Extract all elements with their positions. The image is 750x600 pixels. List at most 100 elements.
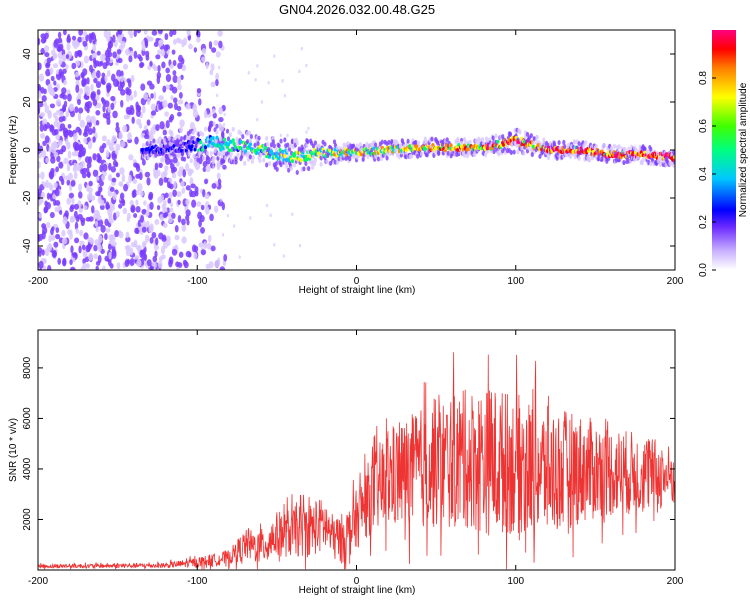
spectrogram-cell [106, 86, 110, 94]
spectrogram-cell [557, 140, 561, 146]
spectrogram-cell [88, 180, 93, 187]
spectrogram-cell [248, 142, 253, 147]
spectrogram-cell [87, 236, 93, 243]
spectrogram-cell [218, 117, 224, 123]
spectrogram-cell [155, 124, 160, 132]
spectrogram-cell [158, 162, 163, 169]
spectrogram-cell [141, 208, 147, 215]
spectrogram-cell [226, 142, 231, 147]
spectrogram-cell [171, 49, 176, 55]
spectrogram-cell [164, 84, 171, 90]
spectrogram-cell [40, 191, 46, 199]
spectrogram-cell [145, 141, 149, 147]
spectrogram-cell [508, 132, 512, 138]
spectrogram-cell [617, 144, 621, 150]
spectrogram-cell [641, 157, 645, 163]
spectrogram-cell [116, 80, 120, 87]
spectrogram-cell [185, 250, 192, 258]
spectrogram-cell [41, 231, 46, 240]
spectrogram-cell [160, 254, 166, 260]
spectrogram-cell [154, 152, 158, 158]
spectrogram-cell [178, 251, 184, 258]
spectrogram-cell [531, 141, 535, 147]
spectrogram-cell [202, 155, 206, 161]
snr-y-ticks: 2000 4000 6000 8000 [22, 356, 675, 531]
spectrogram-cell [95, 81, 102, 89]
spectrogram-cell [206, 143, 210, 148]
spectrogram-cell [138, 172, 143, 181]
spectrogram-cell [58, 59, 63, 65]
spectrogram-cell [205, 155, 210, 161]
spectrogram-cell [91, 205, 95, 214]
spectrogram-cell [129, 50, 135, 56]
spectrogram-marks [38, 30, 675, 270]
spectrogram-cell [425, 152, 429, 158]
spectrogram-cell [82, 131, 89, 137]
spectrogram-cell [134, 227, 139, 234]
spectrogram-cell [277, 143, 281, 149]
spectrogram-cell [38, 199, 42, 206]
spectrogram-cell [79, 88, 84, 95]
colorbar-label: Normalized spectral amplitude [738, 82, 749, 217]
spectrogram-cell [135, 173, 141, 179]
spectrogram-cell [65, 63, 69, 70]
spectrogram-cell [214, 260, 220, 268]
spectrogram-cell [43, 123, 48, 132]
spectrogram-cell [157, 49, 161, 55]
spectrogram-cell [67, 150, 72, 159]
spectrogram-cell [193, 127, 197, 133]
spectrogram-cell [509, 150, 513, 156]
spectrogram-cell [107, 44, 112, 49]
spectrogram-cell [267, 160, 272, 166]
spectrogram-cell [267, 80, 270, 85]
colorbar-gradient [712, 30, 736, 270]
spectrogram-cell [143, 200, 147, 206]
spectrogram-cell [133, 90, 137, 98]
spectrogram-cell [46, 265, 52, 270]
spectrogram-cell [49, 211, 55, 219]
spectrogram-cell [66, 163, 71, 172]
snr-x-tick-label: 100 [507, 576, 524, 587]
spectrogram-cell [110, 95, 116, 102]
spectrogram-cell [77, 213, 83, 220]
spectrogram-cell [102, 112, 107, 119]
spectrogram-cell [67, 123, 72, 129]
spectrogram-cell [40, 132, 46, 139]
spectrogram-cell [99, 164, 104, 173]
spectrogram-cell [218, 106, 223, 115]
spectrogram-cell [228, 132, 232, 138]
spectrogram-cell [249, 134, 253, 140]
spectrogram-cell [39, 123, 44, 132]
spectrogram-cell [83, 137, 88, 144]
spectrogram-cell [178, 54, 183, 63]
spectrogram-cell [50, 156, 56, 164]
spectrogram-cell [572, 139, 576, 145]
spectrogram-cell [129, 107, 135, 116]
spectrogram-cell [168, 217, 173, 224]
spectrogram-cell [46, 221, 51, 229]
spectrogram-cell [144, 234, 150, 243]
spectrogram-cell [193, 147, 197, 152]
spectrogram-cell [221, 233, 225, 237]
spectrogram-cell [38, 37, 41, 46]
spectrogram-cell [96, 175, 100, 181]
spectrogram-cell [176, 105, 182, 112]
spectrogram-cell [129, 94, 134, 101]
spectrogram-cell [306, 139, 310, 145]
spectrogram-cell [244, 149, 248, 154]
spectrogram-cell [105, 150, 110, 158]
spectrogram-cell [160, 194, 164, 202]
spectrogram-cell [538, 153, 542, 159]
spectrogram-cell [323, 141, 327, 147]
spectrogram-cell [273, 54, 276, 58]
spectrogram-cell [122, 207, 128, 215]
spectrogram-cell [136, 30, 142, 34]
spectrogram-cell [207, 234, 212, 243]
spectrogram-cell [75, 71, 80, 78]
spectrogram-cell [231, 126, 235, 132]
spectrogram-cell [99, 60, 104, 66]
spectrogram-cell [117, 34, 123, 43]
spectrogram-cell [114, 229, 120, 238]
spectrogram-cell [295, 169, 299, 175]
